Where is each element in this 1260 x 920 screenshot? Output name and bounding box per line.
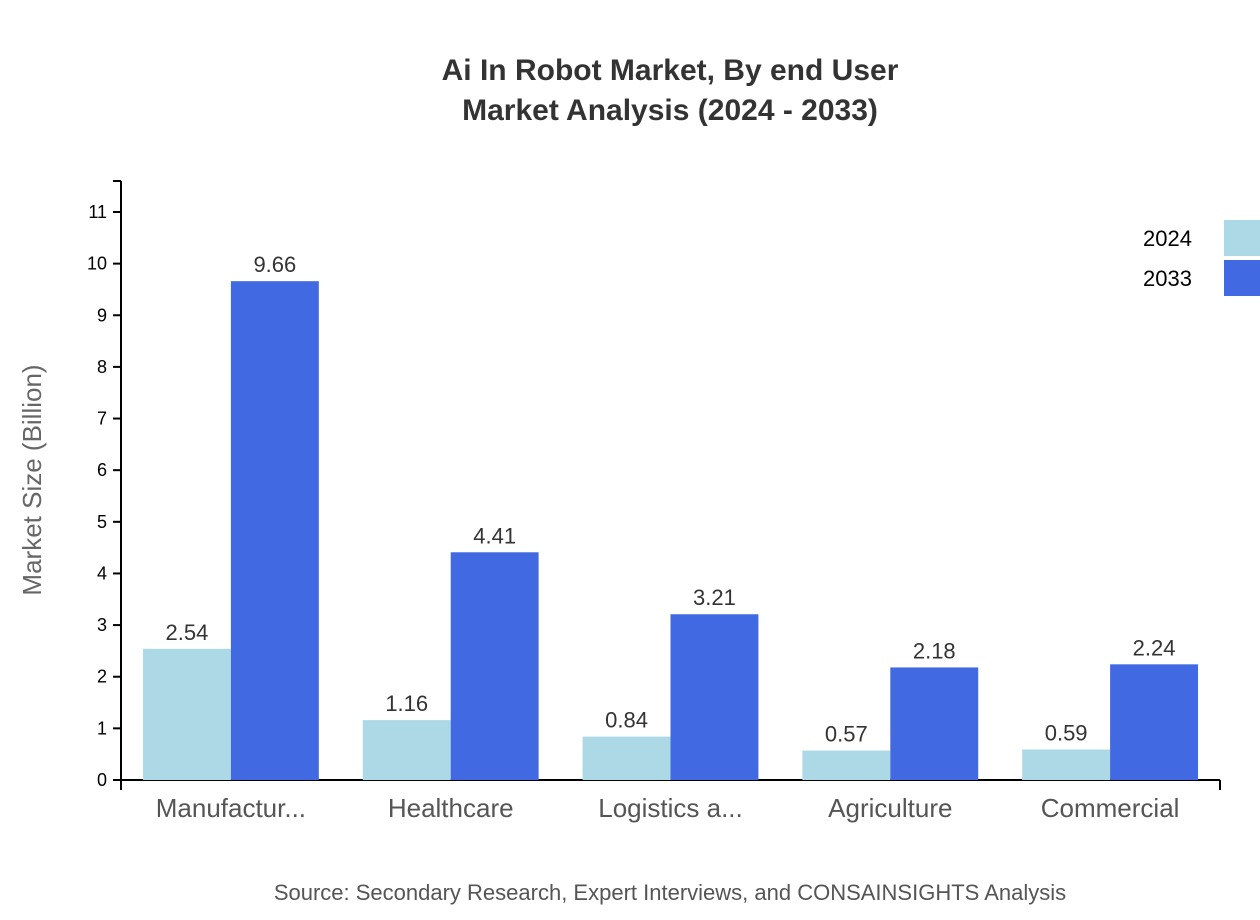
legend-swatch [1224,260,1260,296]
x-tick-label: Healthcare [388,793,514,823]
source-note: Source: Secondary Research, Expert Inter… [274,880,1066,905]
x-tick-label: Commercial [1041,793,1180,823]
y-tick-label: 4 [97,563,107,583]
bar-2033 [890,667,979,780]
y-tick-label: 9 [97,305,107,325]
legend-label: 2033 [1143,266,1192,291]
legend: 2024 2033 [1143,220,1260,296]
y-tick-label: 10 [87,254,107,274]
bar-2024 [1022,749,1111,780]
y-tick-label: 0 [97,770,107,790]
data-label: 2.54 [166,620,209,645]
legend-label: 2024 [1143,226,1192,251]
data-label: 0.84 [605,708,648,733]
bar-2024 [582,736,671,780]
data-label: 3.21 [693,585,736,610]
data-label: 4.41 [473,523,516,548]
y-tick-label: 6 [97,460,107,480]
data-label: 9.66 [253,252,296,277]
x-tick-label: Manufactur... [156,793,306,823]
bar-2024 [142,648,231,780]
y-tick-label: 2 [97,667,107,687]
bars: 2.54 9.66 1.16 4.41 0.84 3.21 0.57 2.18 0.59 2.24 [142,252,1199,780]
bar-2033 [230,281,319,780]
y-axis: 0 1 2 3 4 5 6 7 8 9 10 11 [87,180,122,790]
data-label: 0.59 [1045,721,1088,746]
legend-swatch [1224,220,1260,256]
data-label: 2.18 [913,638,956,663]
y-tick-label: 8 [97,357,107,377]
y-tick-label: 3 [97,615,107,635]
x-axis: Manufactur... Healthcare Logistics a... Agr… [120,779,1221,823]
y-tick-label: 11 [88,202,107,222]
bar-2024 [362,720,451,780]
x-tick-label: Logistics a... [598,793,743,823]
bar-2033 [450,552,539,780]
y-axis-label: Market Size (Billion) [17,364,47,595]
y-tick-label: 5 [97,512,107,532]
y-tick-label: 1 [97,718,107,738]
chart-title-line-1: Ai In Robot Market, By end User [442,54,899,87]
chart-title-line-2: Market Analysis (2024 - 2033) [462,94,878,127]
data-label: 2.24 [1133,635,1176,660]
bar-2024 [802,750,891,780]
bar-2033 [670,614,759,780]
data-label: 1.16 [385,691,428,716]
y-tick-label: 7 [97,409,107,429]
data-label: 0.57 [825,722,868,747]
x-tick-label: Agriculture [828,793,952,823]
bar-2033 [1110,664,1199,780]
